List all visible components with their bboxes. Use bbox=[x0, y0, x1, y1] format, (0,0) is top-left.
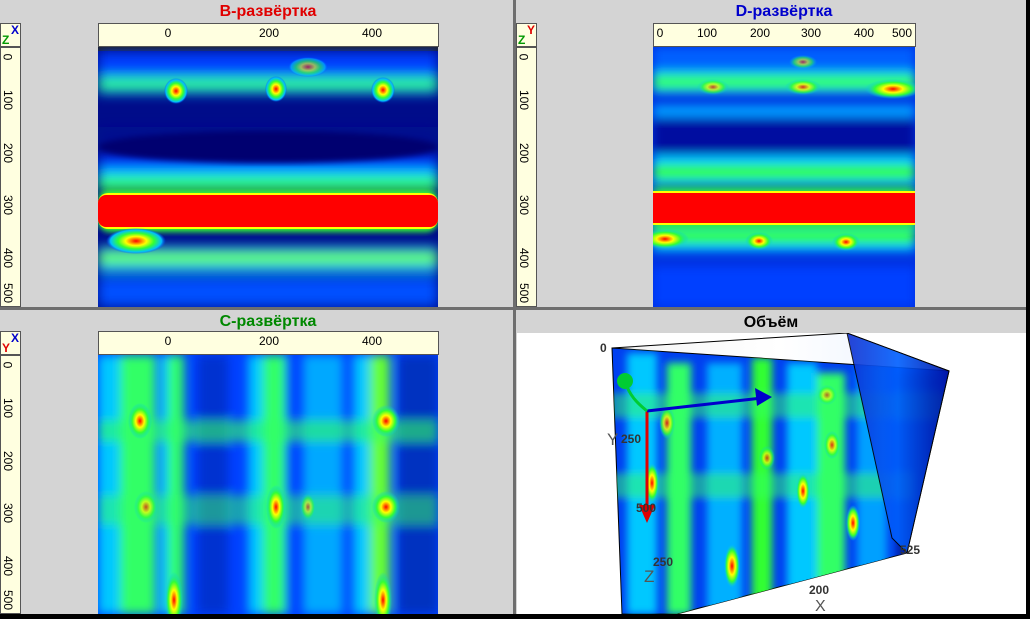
tick-label: 500 bbox=[1, 589, 16, 611]
d-scan-image[interactable] bbox=[653, 47, 915, 307]
volume-title: Объём bbox=[743, 314, 799, 331]
tick-label: 100 bbox=[1, 89, 16, 111]
volume-label-x-525: 525 bbox=[900, 543, 921, 557]
c-scan-axis-badge[interactable]: X Y bbox=[0, 331, 21, 355]
d-scan-top-ruler: 0 100 200 300 400 500 bbox=[653, 23, 916, 47]
tick-label: 300 bbox=[800, 26, 822, 40]
d-scan-title: D-развёртка bbox=[735, 3, 833, 20]
tick-label: 400 bbox=[853, 26, 875, 40]
tick-label: 100 bbox=[517, 89, 532, 111]
tick-label: 200 bbox=[517, 142, 532, 164]
tick-label: 400 bbox=[361, 334, 383, 348]
badge-z-label: Z bbox=[518, 33, 526, 47]
volume-label-x-200: 200 bbox=[809, 583, 830, 597]
tick-label: 0 bbox=[0, 53, 15, 61]
tick-label: 300 bbox=[1, 502, 16, 524]
c-scan-panel: C-развёртка X Y 0 200 400 0 100 200 300 … bbox=[0, 310, 513, 614]
tick-label: 200 bbox=[1, 142, 16, 164]
tick-label: 500 bbox=[891, 26, 913, 40]
tick-label: 300 bbox=[517, 194, 532, 216]
volume-label-z-250: 250 bbox=[653, 555, 674, 569]
window-frame-bottom bbox=[0, 614, 1030, 619]
tick-label: 0 bbox=[656, 26, 664, 40]
c-scan-left-ruler: 0 100 200 300 400 500 bbox=[0, 355, 21, 614]
tick-label: 100 bbox=[1, 397, 16, 419]
b-scan-title: B-развёртка bbox=[219, 3, 317, 20]
tick-label: 100 bbox=[696, 26, 718, 40]
tick-label: 200 bbox=[749, 26, 771, 40]
badge-x-label: X bbox=[10, 23, 19, 37]
badge-y-label: Y bbox=[2, 341, 11, 355]
tick-label: 400 bbox=[1, 555, 16, 577]
tick-label: 300 bbox=[1, 194, 16, 216]
tick-label: 0 bbox=[0, 361, 15, 369]
b-scan-axis-badge[interactable]: X Z bbox=[0, 23, 21, 47]
volume-label-y-axis: Y bbox=[607, 430, 619, 449]
b-scan-left-ruler: 0 100 200 300 400 500 bbox=[0, 47, 21, 307]
tick-label: 400 bbox=[361, 26, 383, 40]
volume-label-y-250: 250 bbox=[621, 432, 642, 446]
tick-label: 500 bbox=[517, 282, 532, 304]
c-scan-image[interactable] bbox=[98, 355, 438, 614]
d-scan-axis-badge[interactable]: Y Z bbox=[516, 23, 537, 47]
volume-label-z-axis: Z bbox=[644, 567, 655, 586]
badge-x-label: X bbox=[10, 331, 19, 345]
volume-label-x-axis: X bbox=[815, 598, 826, 615]
horizontal-splitter[interactable] bbox=[0, 307, 1030, 310]
c-scan-title: C-развёртка bbox=[219, 313, 317, 330]
b-scan-top-ruler: 0 200 400 bbox=[98, 23, 439, 47]
c-scan-top-ruler: 0 200 400 bbox=[98, 331, 439, 355]
badge-z-label: Z bbox=[2, 33, 10, 47]
tick-label: 400 bbox=[1, 247, 16, 269]
tick-label: 0 bbox=[164, 334, 172, 348]
volume-label-origin: 0 bbox=[600, 341, 607, 355]
tick-label: 200 bbox=[258, 334, 280, 348]
d-scan-left-ruler: 0 100 200 300 400 500 bbox=[516, 47, 537, 307]
badge-y-label: Y bbox=[526, 23, 535, 37]
b-scan-image[interactable] bbox=[98, 47, 438, 307]
d-scan-panel: D-развёртка Y Z 0 100 200 300 400 500 0 … bbox=[516, 0, 1026, 307]
tick-label: 0 bbox=[164, 26, 172, 40]
tick-label: 0 bbox=[516, 53, 531, 61]
volume-view[interactable]: 0 Y 250 500 250 Z 525 200 X bbox=[517, 333, 1026, 615]
window-frame-right bbox=[1026, 0, 1030, 619]
tick-label: 500 bbox=[1, 282, 16, 304]
tick-label: 400 bbox=[517, 247, 532, 269]
b-scan-panel: B-развёртка X Z 0 200 400 0 100 200 300 … bbox=[0, 0, 513, 307]
tick-label: 200 bbox=[1, 450, 16, 472]
volume-label-y-500: 500 bbox=[636, 501, 657, 515]
tick-label: 200 bbox=[258, 26, 280, 40]
